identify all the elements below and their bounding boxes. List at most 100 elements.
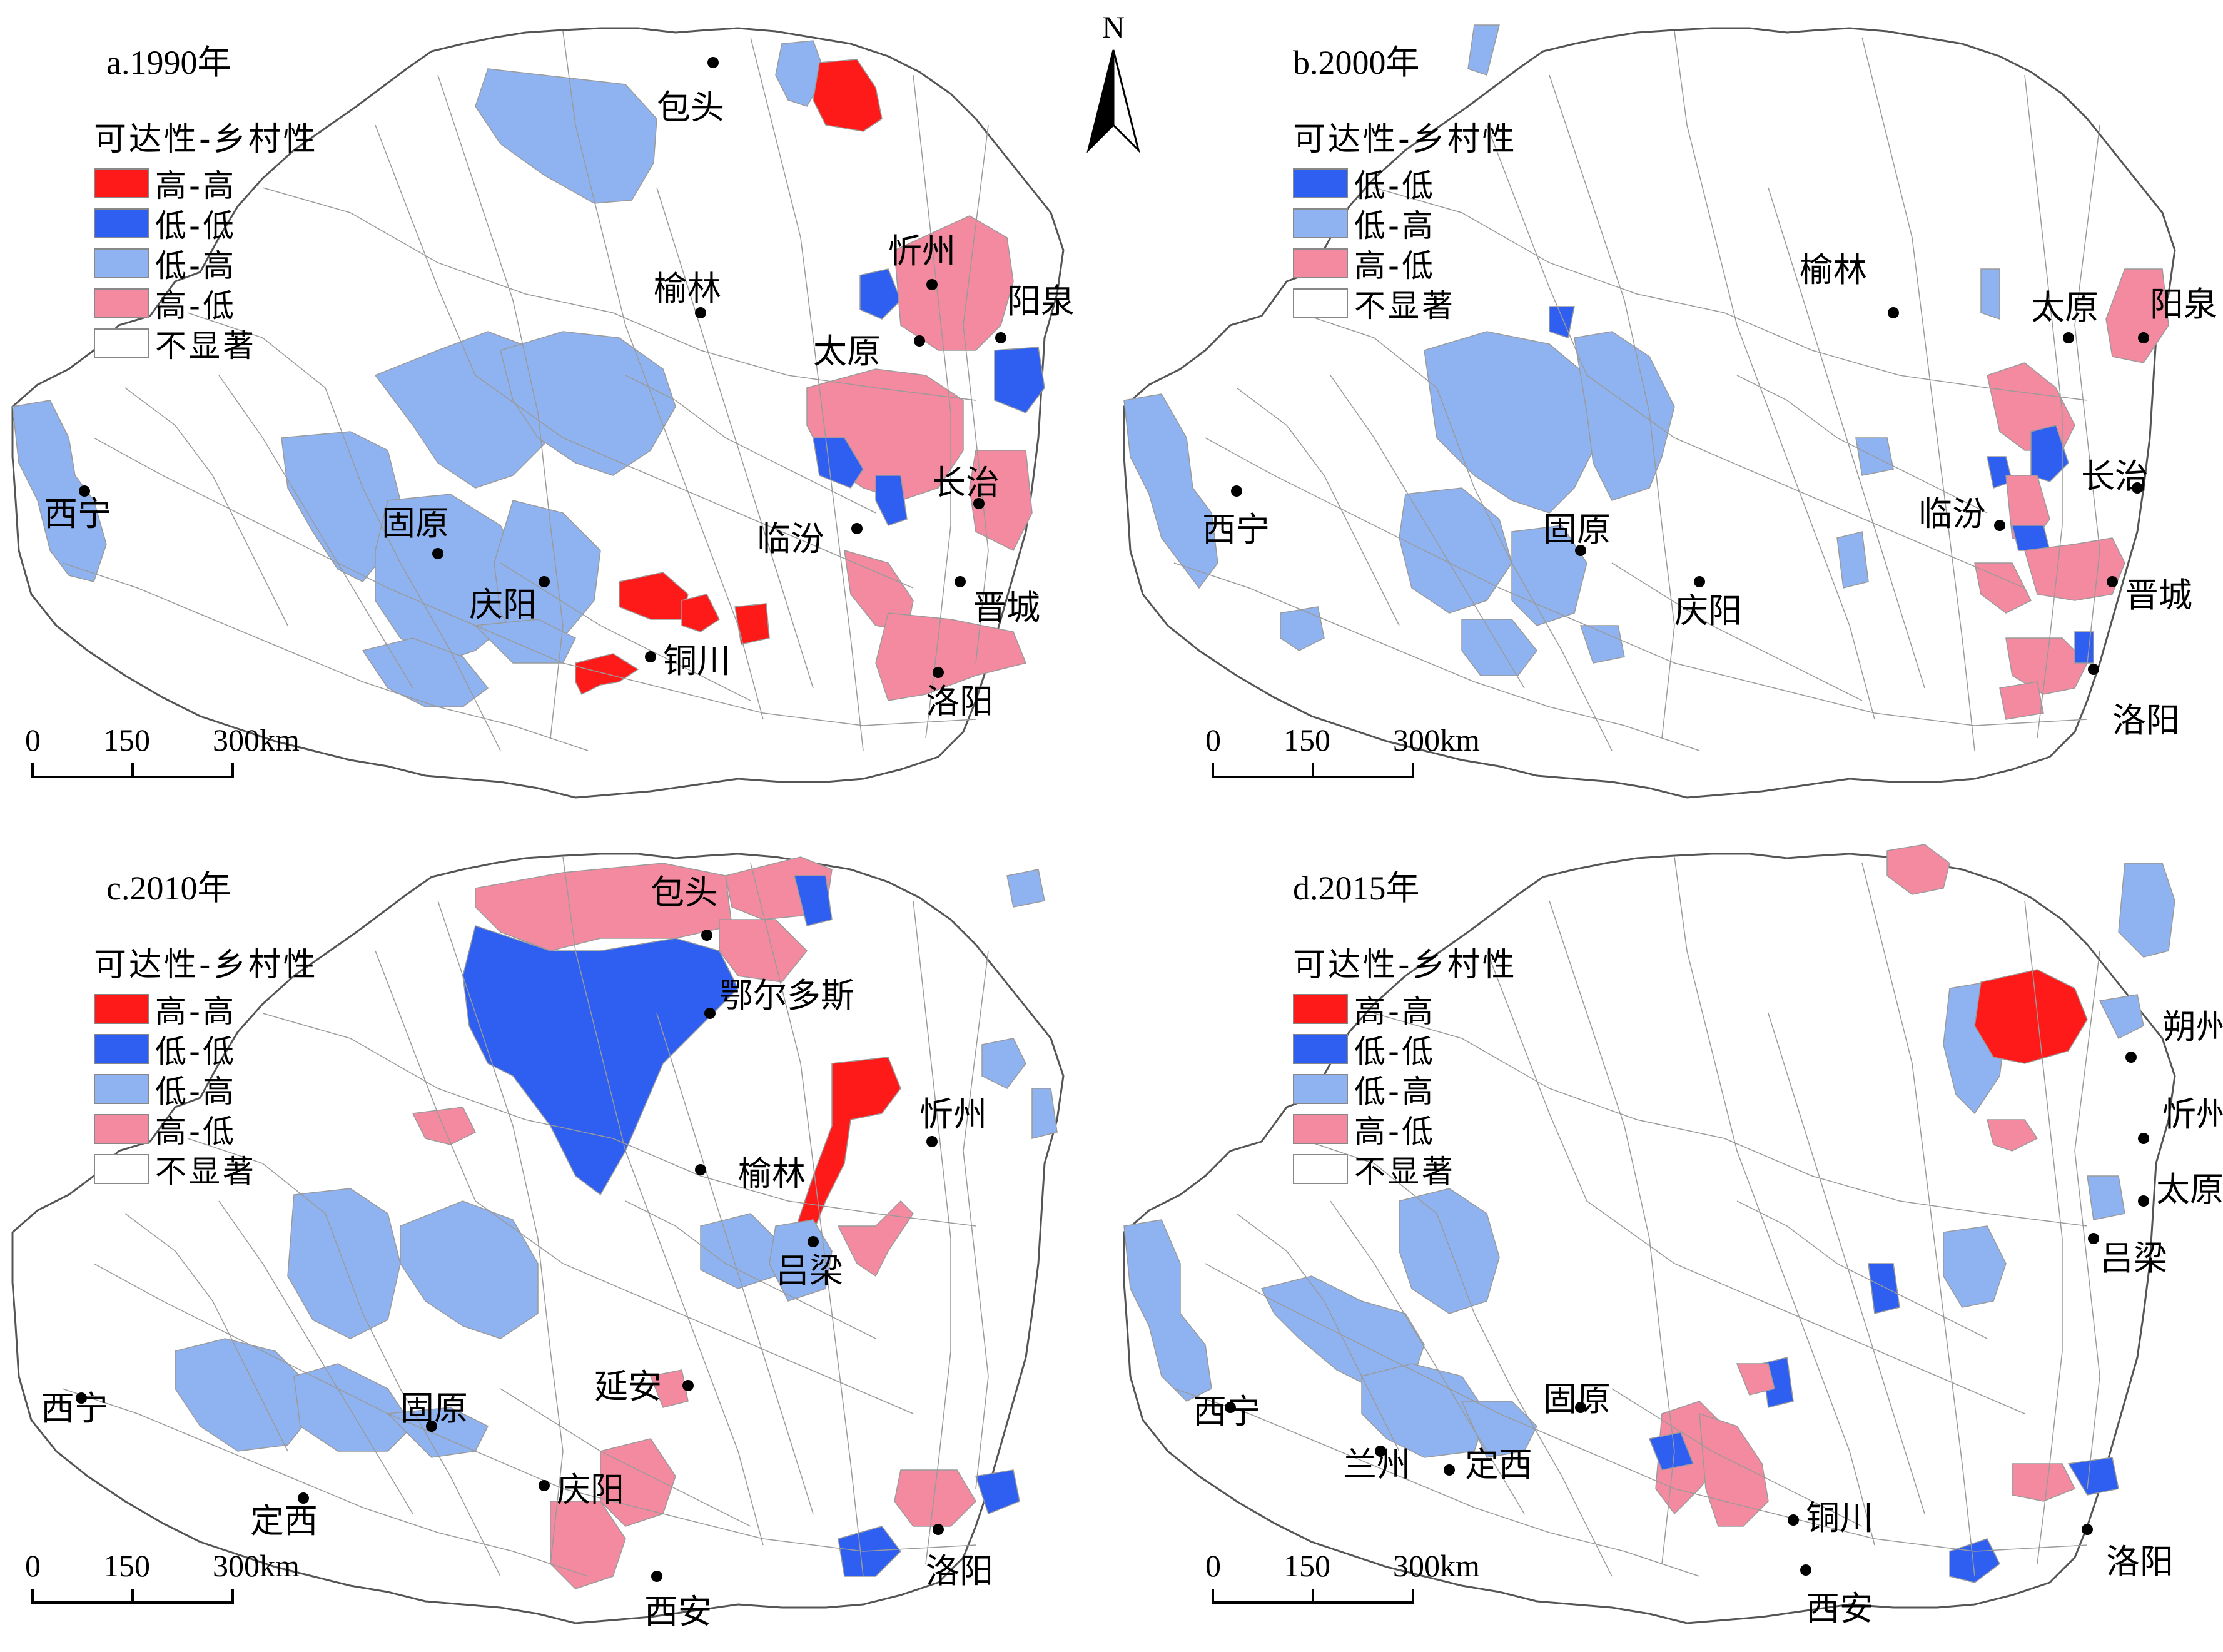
legend-label: 高-高 — [155, 993, 237, 1030]
county-boundary — [1736, 375, 1988, 514]
county-boundary — [913, 900, 951, 1564]
cluster-region-low-high — [1361, 1363, 1487, 1458]
county-boundary — [1299, 312, 1613, 751]
legend-swatch — [94, 248, 149, 278]
city-label: 鄂尔多斯 — [719, 976, 854, 1015]
scale-bar-label: 0 — [25, 722, 41, 758]
cluster-region-low-high — [775, 40, 826, 107]
map-panel-2010: 包头 鄂尔多斯 忻州 榆林 吕梁 西宁 延安 固原 庆阳 定西 洛阳 西安 c.2010年 可达性-乡村性… — [0, 826, 1112, 1651]
cluster-region-low-low — [994, 347, 1045, 413]
scale-bar-label: 300km — [1393, 1548, 1480, 1583]
legend: 可达性-乡村性 高-高 低-低 低-高 高-低 不显著 — [94, 938, 318, 1190]
legend-item-low-high: 低-高 — [1293, 1069, 1517, 1110]
county-boundary — [1236, 1213, 1400, 1452]
legend-swatch — [94, 1114, 149, 1144]
cluster-region-low-high — [1123, 393, 1218, 589]
scale-bar-tick — [131, 1589, 134, 1604]
cluster-region-low-high — [1461, 619, 1537, 676]
county-boundary — [656, 187, 814, 689]
city-marker — [1888, 307, 1899, 318]
legend-item-not-significant: 不显著 — [94, 323, 318, 364]
county-boundary — [187, 1138, 501, 1577]
cluster-region-high-low — [649, 1369, 689, 1408]
county-boundary — [375, 950, 914, 1414]
county-boundary — [1674, 856, 1875, 1546]
county-boundary — [1173, 1388, 1700, 1577]
county-boundary — [625, 1200, 876, 1339]
legend-label: 高-低 — [1354, 1113, 1436, 1150]
city-marker — [995, 332, 1006, 343]
city-marker — [914, 335, 925, 347]
county-boundary — [750, 863, 864, 1577]
city-marker — [651, 1571, 662, 1582]
city-label: 长治 — [932, 463, 1000, 502]
county-boundary — [218, 375, 413, 689]
county-boundary — [913, 74, 951, 739]
cluster-region-low-high — [1836, 531, 1869, 589]
cluster-region-high-high — [813, 59, 883, 132]
legend: 可达性-乡村性 高-高 低-低 低-高 高-低 不显著 — [94, 113, 318, 364]
city-label: 洛阳 — [926, 682, 993, 721]
scale-bar-label: 0 — [1205, 1548, 1221, 1583]
city-marker — [2082, 1524, 2093, 1535]
city-marker — [539, 576, 550, 587]
legend-label: 低-高 — [1354, 1073, 1436, 1110]
city-label: 忻州 — [919, 1095, 987, 1134]
county-boundary — [963, 950, 989, 1489]
county-boundary — [1861, 37, 1975, 751]
legend-swatch — [1293, 208, 1348, 238]
county-boundary — [1205, 437, 2088, 726]
cluster-region-high-low — [1886, 844, 1950, 895]
city-marker — [695, 1164, 706, 1175]
city-marker — [701, 930, 712, 941]
cluster-region-low-high — [500, 331, 676, 476]
county-boundary — [1549, 900, 1675, 1564]
county-boundary — [562, 31, 764, 720]
scale-bar-label: 150 — [1284, 1548, 1330, 1583]
cluster-region-low-high — [981, 1038, 1026, 1089]
legend-label: 高-低 — [155, 288, 237, 324]
scale-bar: 0 150 300km — [25, 1539, 300, 1614]
city-marker — [1694, 576, 1705, 587]
county-boundary — [1374, 187, 2088, 401]
county-boundary — [1611, 1388, 1863, 1527]
legend-label: 低-高 — [1354, 208, 1436, 244]
city-label: 固原 — [400, 1389, 468, 1428]
county-boundary — [124, 387, 288, 626]
cluster-region-high-low — [875, 612, 1027, 701]
cluster-region-low-high — [1461, 1401, 1537, 1458]
city-marker — [808, 1236, 819, 1247]
scale-bar-tick — [1412, 763, 1414, 778]
scale-bar-tick — [1212, 1589, 1214, 1604]
legend-swatch — [94, 288, 149, 318]
city-label: 晋城 — [973, 588, 1040, 627]
map-panel-2000: 榆林 太原 阳泉 长治 西宁 固原 临汾 庆阳 晋城 洛阳 b.2000年 可达性-乡村性 低-低 低-高… — [1112, 0, 2223, 826]
panel-title: d.2015年 — [1293, 869, 1420, 907]
city-label: 西安 — [644, 1592, 712, 1631]
legend-title: 可达性-乡村性 — [94, 946, 318, 984]
legend-label: 不显著 — [155, 1153, 256, 1190]
legend-label: 高-低 — [155, 1113, 237, 1150]
legend-label: 低-高 — [155, 248, 237, 284]
county-boundary — [1549, 74, 1675, 739]
city-label: 西宁 — [41, 1389, 108, 1428]
legend-swatch — [1293, 994, 1348, 1024]
city-marker — [1575, 1402, 1586, 1413]
map-panel-2015: 朔州 忻州 太原 吕梁 西宁 固原 兰州 定西 铜川 洛阳 西安 d.2015年 可达性-乡村性 高-高低… — [1112, 826, 2223, 1651]
county-boundary — [1674, 31, 1875, 720]
county-boundary — [262, 1013, 976, 1227]
city-marker — [1444, 1464, 1455, 1476]
city-label: 庆阳 — [469, 585, 537, 624]
city-marker — [1788, 1514, 1799, 1526]
city-marker — [2088, 664, 2099, 675]
city-label: 定西 — [1465, 1445, 1532, 1484]
city-marker — [1375, 1446, 1386, 1457]
city-label: 西宁 — [1193, 1392, 1260, 1431]
legend-item-high-low: 高-低 — [94, 1109, 318, 1150]
cluster-region-low-high — [2087, 1175, 2125, 1220]
cluster-region-high-low — [1974, 562, 2032, 614]
city-marker — [926, 1136, 938, 1147]
city-label: 庆阳 — [1674, 591, 1742, 631]
city-marker — [973, 498, 985, 509]
